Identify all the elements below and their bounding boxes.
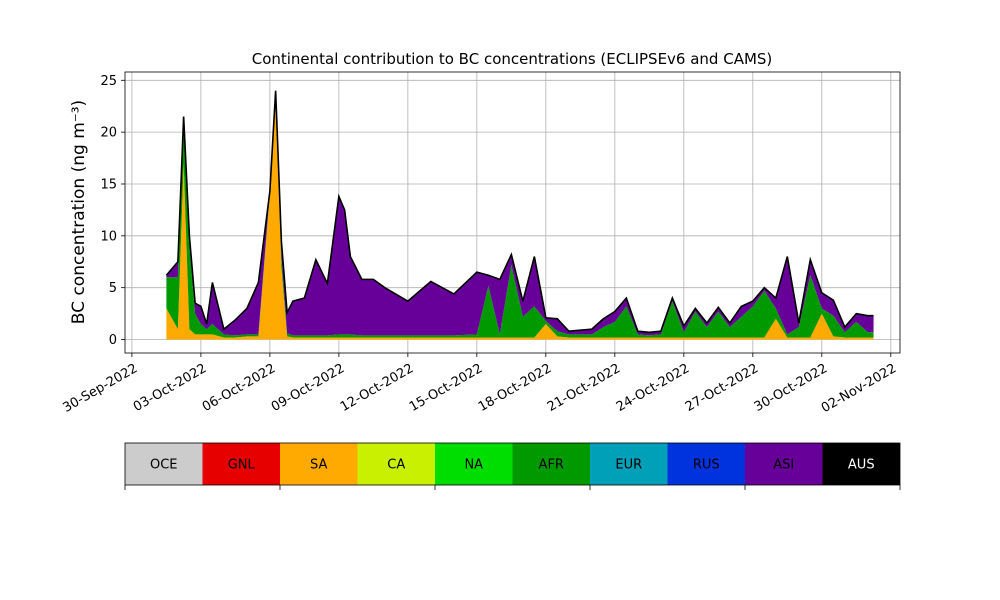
legend-swatch-sa <box>280 443 358 485</box>
x-tick-label: 30-Sep-2022 <box>60 361 140 416</box>
plot-frame <box>124 71 901 354</box>
stacked-areas <box>166 90 874 340</box>
y-tick-label: 25 <box>100 74 117 89</box>
area-afr <box>166 90 874 338</box>
legend-label: RUS <box>693 458 720 473</box>
legend-label: AFR <box>539 458 564 473</box>
x-tick-label: 24-Oct-2022 <box>614 361 692 415</box>
y-axis-label: BC concentration (ng m⁻³) <box>69 100 89 324</box>
x-tick-label: 06-Oct-2022 <box>200 361 278 415</box>
legend-label: ASI <box>773 458 794 473</box>
legend-swatch-oce <box>125 443 203 485</box>
y-tick-label: 10 <box>100 229 117 244</box>
legend-swatch-aus <box>822 443 900 485</box>
y-tick-label: 15 <box>100 177 117 192</box>
y-tick-label: 0 <box>109 333 117 348</box>
x-tick-label: 27-Oct-2022 <box>683 361 761 415</box>
area-asi <box>166 90 874 336</box>
legend-swatch-ca <box>357 443 435 485</box>
x-tick-label: 18-Oct-2022 <box>476 361 554 415</box>
legend-label: CA <box>387 458 405 473</box>
x-tick-label: 09-Oct-2022 <box>269 361 347 415</box>
legend-swatch-eur <box>590 443 668 485</box>
x-tick-label: 30-Oct-2022 <box>752 361 830 415</box>
total-line-layer <box>165 90 874 334</box>
total-line <box>165 90 874 334</box>
y-tick-label: 5 <box>109 281 117 296</box>
legend-label: GNL <box>228 458 256 473</box>
legend-label: OCE <box>150 458 178 473</box>
x-tick-label: 15-Oct-2022 <box>407 361 485 415</box>
legend-label: AUS <box>848 458 875 473</box>
legend-frame <box>124 442 901 486</box>
legend-swatch-gnl <box>202 443 280 485</box>
x-tick-label: 02-Nov-2022 <box>819 361 899 416</box>
legend-colorbar: OCE GNL SA CA NA AFR EUR RUS ASI AUS <box>124 442 901 490</box>
x-tick-label: 03-Oct-2022 <box>131 361 209 415</box>
legend-label: NA <box>464 458 483 473</box>
y-tick-label: 20 <box>100 126 117 141</box>
legend-swatch-na <box>435 443 513 485</box>
legend-label: EUR <box>615 458 642 473</box>
legend-swatch-asi <box>745 443 823 485</box>
legend-label: SA <box>310 458 327 473</box>
legend-swatch-afr <box>512 443 590 485</box>
x-tick-label: 21-Oct-2022 <box>545 361 623 415</box>
x-tick-label: 12-Oct-2022 <box>338 361 416 415</box>
chart-title: Continental contribution to BC concentra… <box>252 50 773 68</box>
legend-swatch-rus <box>667 443 745 485</box>
